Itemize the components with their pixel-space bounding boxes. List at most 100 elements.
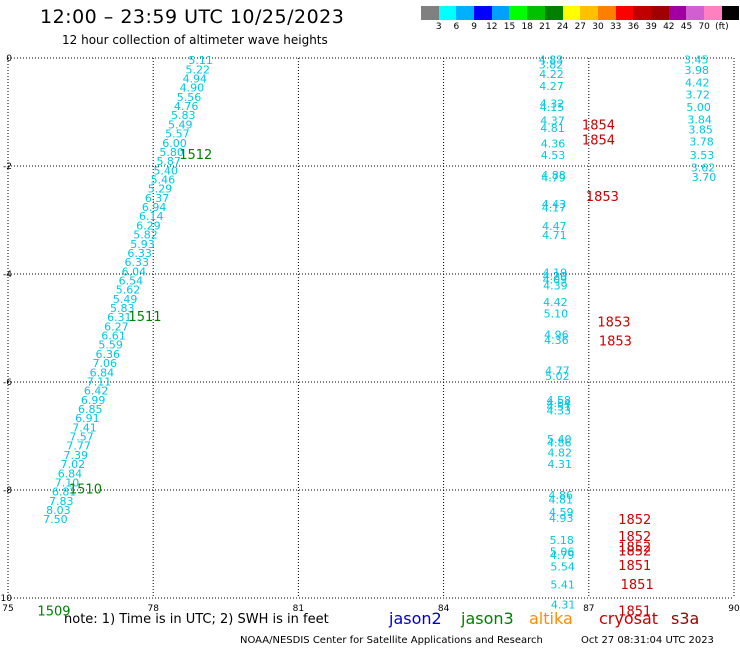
color-scale-swatch xyxy=(456,6,475,20)
legend-altika: altika xyxy=(529,609,573,628)
pass-time-label: 1851 xyxy=(618,559,651,574)
y-tick-label: -4 xyxy=(3,270,12,280)
wave-height-label: 4.22 xyxy=(539,68,564,81)
footer-note: note: 1) Time is in UTC; 2) SWH is in fe… xyxy=(64,612,329,627)
chart-subtitle: 12 hour collection of altimeter wave hei… xyxy=(62,33,328,47)
color-scale-label: 39 xyxy=(645,22,657,32)
wave-height-label: 4.20 xyxy=(543,270,568,283)
wave-height-label: 7.83 xyxy=(49,495,74,508)
wave-height-label: 4.33 xyxy=(547,405,572,418)
wave-height-label: 5.02 xyxy=(545,370,570,383)
wave-height-label: 6.85 xyxy=(78,403,103,416)
wave-height-label: 4.79 xyxy=(541,171,566,184)
pass-time-label: 1853 xyxy=(599,334,632,349)
pass-time-label: 1852 xyxy=(618,530,651,545)
wave-height-label: 5.62 xyxy=(116,284,141,297)
color-scale-label: 45 xyxy=(680,22,693,32)
wave-height-label: 5.83 xyxy=(110,302,135,315)
wave-height-label: 5.56 xyxy=(177,91,202,104)
wave-height-label: 6.36 xyxy=(95,348,120,361)
pass-time-label: 1854 xyxy=(582,118,615,133)
wave-height-label: 4.90 xyxy=(180,82,205,95)
wave-height-label: 4.31 xyxy=(548,458,573,471)
pass-time-label: 1852 xyxy=(618,544,651,559)
color-scale-label: 24 xyxy=(556,22,569,32)
wave-height-label: 5.40 xyxy=(154,164,179,177)
wave-height-label: 3.45 xyxy=(684,54,709,67)
wave-height-label: 6.04 xyxy=(122,265,147,278)
wave-height-label: 6.00 xyxy=(162,137,187,150)
wave-height-label: 4.54 xyxy=(547,397,572,410)
wave-height-label: 3.85 xyxy=(688,123,713,136)
y-axis-ticks: 0 -2 -4 -6 -8 -10 xyxy=(0,54,12,604)
wave-height-label: 4.58 xyxy=(547,394,572,407)
pass-time-label: 1509 xyxy=(37,604,70,619)
wave-height-label: 4.19 xyxy=(543,266,568,279)
wave-height-label: 6.27 xyxy=(104,320,129,333)
wave-height-label: 3.53 xyxy=(690,149,715,162)
wave-height-label: 3.82 xyxy=(539,58,564,71)
wave-height-label: 4.42 xyxy=(685,76,710,89)
color-scale-label: 15 xyxy=(503,22,516,32)
color-scale-label: 6 xyxy=(453,22,460,32)
wave-height-label: 4.88 xyxy=(541,169,566,182)
wave-height-label: 6.94 xyxy=(142,201,167,214)
color-scale-label: 42 xyxy=(663,22,675,32)
wave-height-label: 4.71 xyxy=(542,229,567,242)
wave-height-color-scale xyxy=(421,6,740,20)
wave-height-label: 4.93 xyxy=(549,512,574,525)
wave-height-label: 6.84 xyxy=(58,467,83,480)
wave-height-label: 4.83 xyxy=(539,54,564,67)
color-scale-swatch xyxy=(509,6,528,20)
wave-height-label: 4.76 xyxy=(174,100,199,113)
color-scale-labels: 3 6 9 12 15 18 21 24 27 30 33 36 39 42 45 70 (ft) xyxy=(421,22,740,34)
y-tick-label: -10 xyxy=(0,594,12,604)
wave-height-label: 6.33 xyxy=(127,247,152,260)
legend-s3a: s3a xyxy=(671,609,700,628)
pass-time-label: 1511 xyxy=(128,310,161,325)
wave-height-label: 5.80 xyxy=(159,146,184,159)
color-scale-label: 27 xyxy=(574,22,587,32)
x-tick-label: 81 xyxy=(293,604,304,614)
wave-height-label: 5.49 xyxy=(168,118,193,131)
wave-height-label: 4.94 xyxy=(183,73,208,86)
x-tick-label: 84 xyxy=(438,604,450,614)
wave-height-label: 3.72 xyxy=(685,89,710,102)
wave-height-label: 4.43 xyxy=(542,198,567,211)
generated-timestamp: Oct 27 08:31:04 UTC 2023 xyxy=(581,635,714,646)
x-axis-ticks: 75 78 81 84 87 90 xyxy=(2,604,740,614)
x-tick-label: 87 xyxy=(583,604,594,614)
wave-height-label: 5.49 xyxy=(113,293,138,306)
wave-height-label: 6.84 xyxy=(90,366,115,379)
color-scale-label: (ft) xyxy=(715,22,729,32)
wave-height-label: 7.06 xyxy=(93,357,118,370)
wave-height-label: 4.42 xyxy=(543,296,568,309)
wave-height-label: 7.57 xyxy=(69,431,94,444)
wave-height-label: 4.36 xyxy=(541,137,566,150)
wave-height-label: 6.91 xyxy=(75,412,100,425)
wave-height-label: 5.10 xyxy=(544,307,569,320)
pass-time-label: 1852 xyxy=(618,513,651,528)
color-scale-swatch xyxy=(527,6,545,20)
color-scale-swatch xyxy=(562,6,581,20)
wave-height-label: 4.81 xyxy=(540,122,565,135)
wave-height-label: 6.61 xyxy=(101,330,126,343)
wave-height-label: 4.39 xyxy=(543,279,568,292)
wave-height-label: 3.70 xyxy=(692,171,717,184)
wave-height-label: 4.09 xyxy=(543,273,568,286)
wave-height-label: 4.96 xyxy=(544,328,569,341)
x-tick-label: 75 xyxy=(2,604,13,614)
color-scale-swatch xyxy=(615,6,634,20)
x-tick-label: 78 xyxy=(147,604,159,614)
wave-height-label: 6.31 xyxy=(107,311,132,324)
chart-title: 12:00 – 23:59 UTC 10/25/2023 xyxy=(40,6,345,28)
wave-height-label: 5.93 xyxy=(130,238,155,251)
wave-height-label: 7.39 xyxy=(64,449,89,462)
color-scale-swatch xyxy=(491,6,510,20)
x-tick-label: 90 xyxy=(728,604,740,614)
wave-height-label: 4.36 xyxy=(544,334,569,347)
color-scale-swatch xyxy=(421,6,439,20)
color-scale-swatch xyxy=(686,6,704,20)
color-scale-label: 21 xyxy=(539,22,551,32)
